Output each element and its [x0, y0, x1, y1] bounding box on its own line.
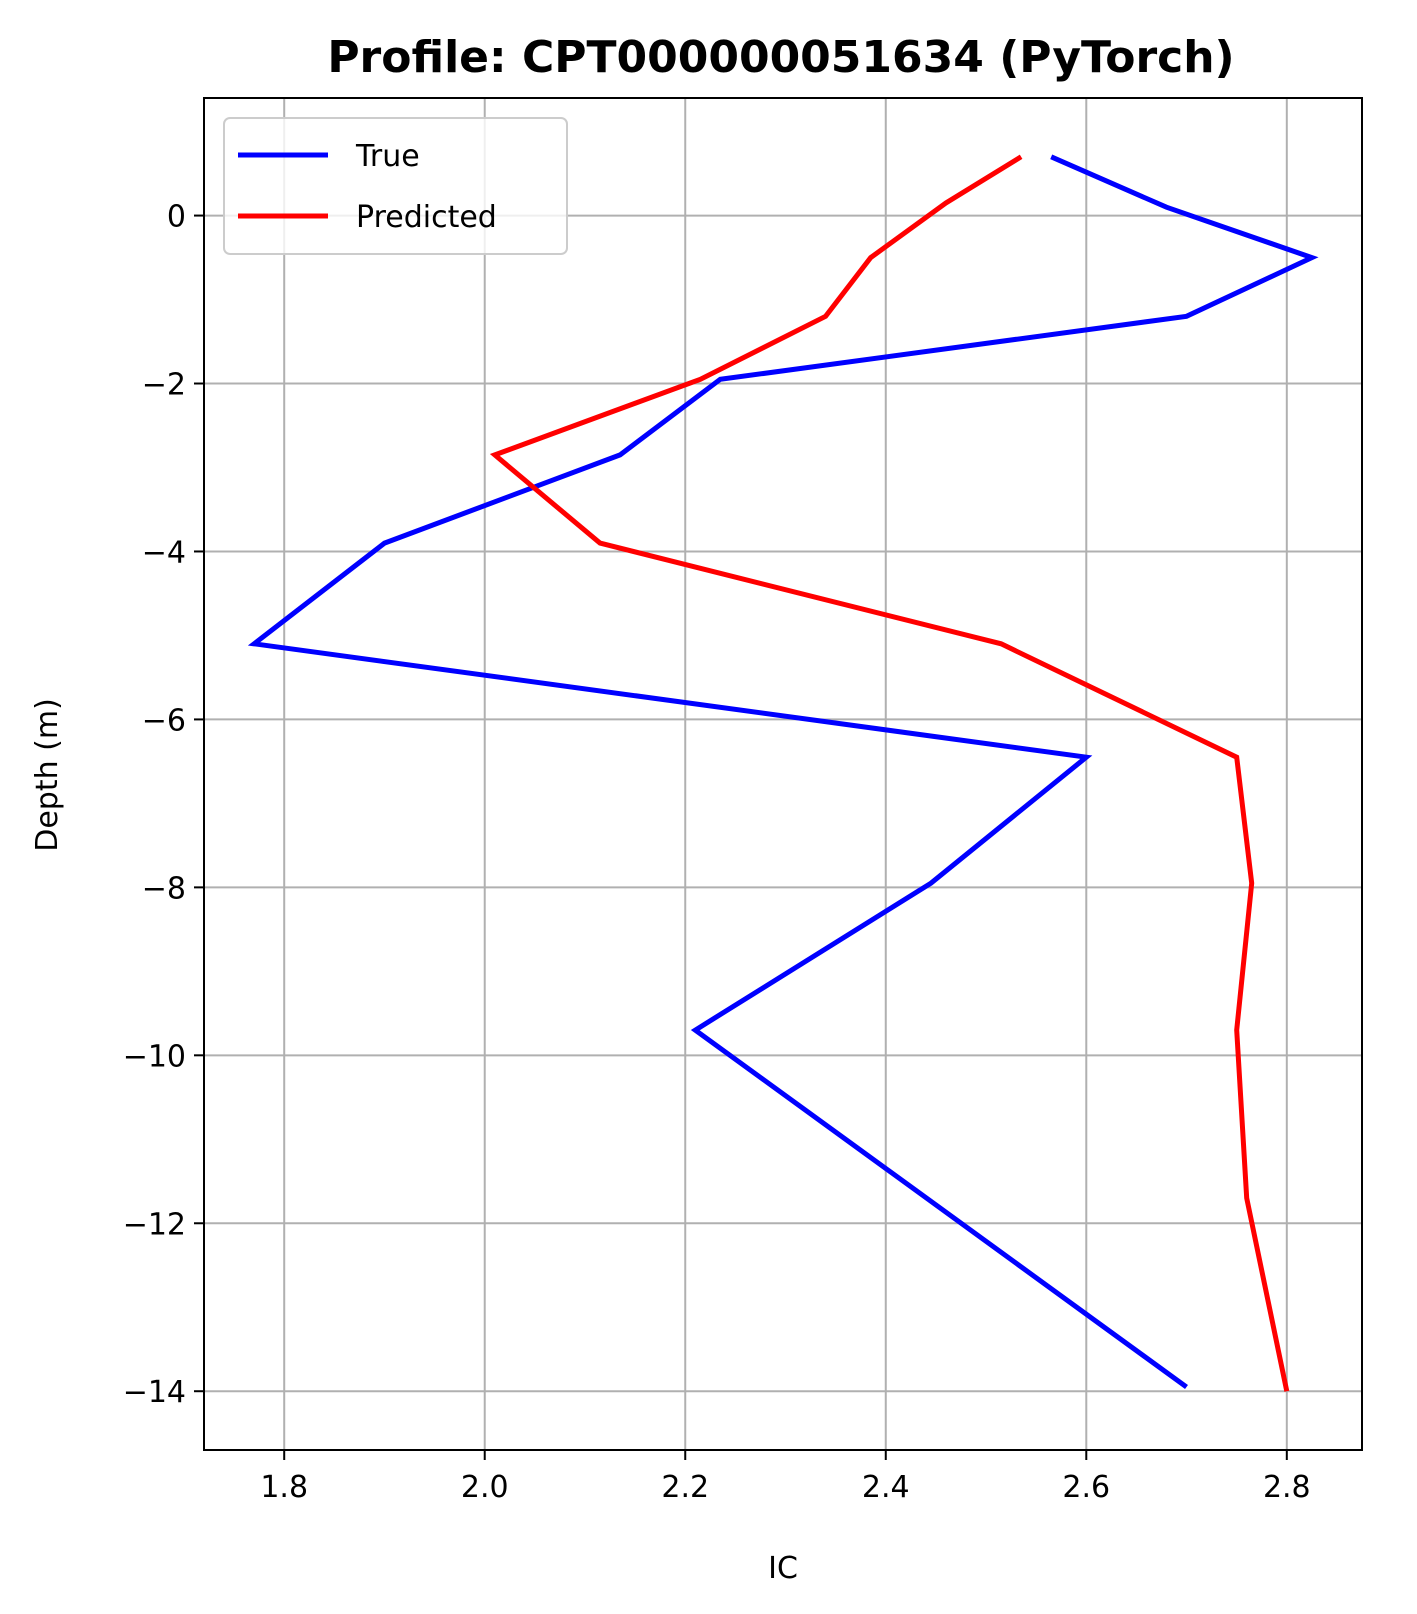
x-tick-label: 2.2: [661, 1470, 709, 1505]
x-tick-label: 1.8: [260, 1470, 308, 1505]
y-axis-label: Depth (m): [30, 698, 65, 852]
axes-frame: [203, 97, 1363, 1451]
chart-title: Profile: CPT000000051634 (PyTorch): [327, 32, 1234, 83]
y-tick-label: −12: [123, 1207, 186, 1242]
x-tick-label: 2.8: [1263, 1470, 1311, 1505]
series-line-predicted: [489, 154, 1290, 1392]
x-tick-label: 2.6: [1062, 1470, 1110, 1505]
legend: True Predicted: [223, 117, 568, 255]
grid: [204, 98, 1362, 1450]
x-tick-label: 2.4: [862, 1470, 910, 1505]
legend-label-predicted: Predicted: [356, 200, 497, 235]
y-tick-label: −2: [142, 368, 186, 403]
y-tick-label: 0: [167, 200, 186, 235]
y-tick-label: −14: [123, 1375, 186, 1410]
axis-ticks: 1.8 2.0 2.2 2.4 2.6 2.8 0 −2 −4 −6 −8 −10 −12 −14: [123, 200, 1311, 1505]
series-lines: [247, 154, 1319, 1392]
x-tick-label: 2.0: [461, 1470, 509, 1505]
y-tick-label: −10: [123, 1039, 186, 1074]
legend-box: [223, 117, 568, 255]
y-tick-label: −6: [142, 703, 186, 738]
legend-label-true: True: [355, 139, 420, 174]
y-tick-label: −4: [142, 535, 186, 570]
y-tick-label: −8: [142, 871, 186, 906]
series-line-true: [247, 154, 1319, 1390]
x-axis-label: IC: [768, 1551, 798, 1586]
